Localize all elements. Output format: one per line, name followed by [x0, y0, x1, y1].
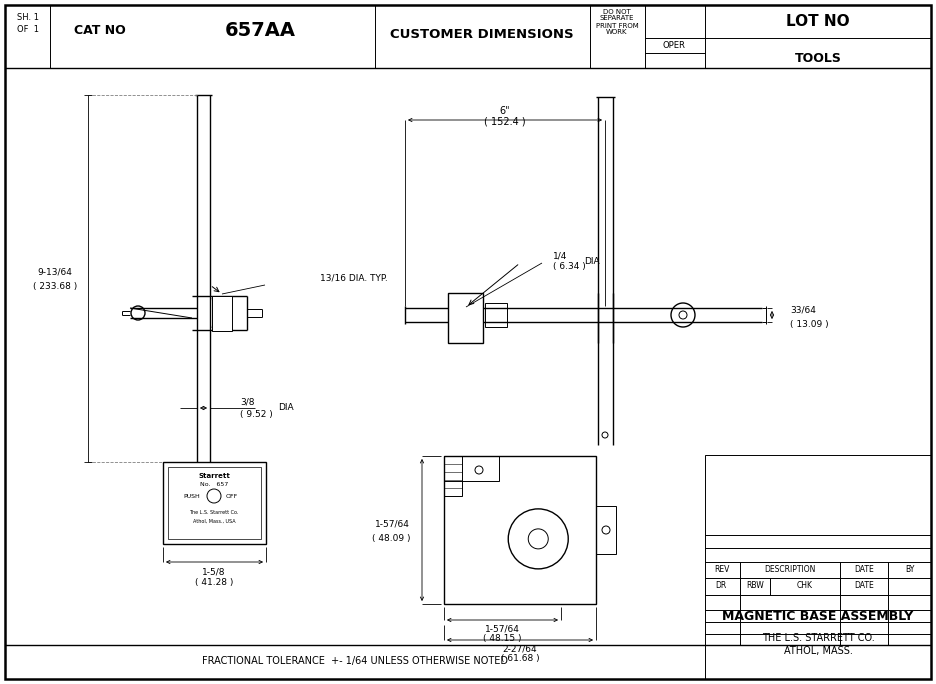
Text: 2-27/64: 2-27/64 [503, 644, 537, 653]
Text: Athol, Mass., USA: Athol, Mass., USA [193, 518, 235, 523]
Bar [485, 303, 507, 327]
Text: OPER: OPER [663, 40, 685, 49]
Bar [596, 506, 616, 554]
Bar [212, 296, 232, 331]
Bar [444, 456, 596, 604]
Text: 3/8: 3/8 [240, 397, 255, 406]
Text: PUSH: PUSH [183, 493, 200, 499]
Text: CUSTOMER DIMENSIONS: CUSTOMER DIMENSIONS [390, 29, 574, 42]
Text: ( 6.34 ): ( 6.34 ) [553, 261, 586, 270]
Text: 33/64: 33/64 [790, 306, 816, 315]
Text: 9-13/64: 9-13/64 [37, 267, 72, 276]
Bar [705, 455, 931, 645]
Text: DO NOT
SEPARATE
PRINT FROM
WORK: DO NOT SEPARATE PRINT FROM WORK [595, 8, 638, 36]
Text: ( 9.52 ): ( 9.52 ) [240, 410, 272, 419]
Text: 1-5/8: 1-5/8 [202, 568, 226, 577]
Text: DIA: DIA [278, 404, 294, 412]
Text: 13/16 DIA. TYP.: 13/16 DIA. TYP. [320, 274, 388, 282]
Text: ( 13.09 ): ( 13.09 ) [790, 319, 828, 328]
Bar [163, 462, 266, 544]
Text: 6": 6" [500, 106, 510, 116]
Text: DESCRIPTION: DESCRIPTION [765, 564, 815, 573]
Text: ( 48.15 ): ( 48.15 ) [483, 635, 521, 644]
Text: THE L.S. STARRETT CO.: THE L.S. STARRETT CO. [762, 633, 874, 643]
Text: ( 41.28 ): ( 41.28 ) [195, 577, 233, 586]
Bar [168, 467, 261, 539]
Text: 1/4: 1/4 [553, 252, 567, 261]
Text: OFF: OFF [226, 493, 238, 499]
Text: TOOLS: TOOLS [795, 53, 841, 66]
Bar [448, 293, 483, 343]
Text: DR: DR [715, 581, 726, 590]
Text: REV: REV [714, 564, 730, 573]
Text: BY: BY [905, 564, 914, 573]
Text: ( 61.68 ): ( 61.68 ) [501, 655, 539, 663]
Text: DATE: DATE [855, 581, 874, 590]
Text: ( 48.09 ): ( 48.09 ) [372, 534, 410, 542]
Text: RBW: RBW [746, 581, 764, 590]
Text: SH. 1: SH. 1 [17, 14, 39, 23]
Text: ATHOL, MASS.: ATHOL, MASS. [783, 646, 853, 656]
Text: 657AA: 657AA [225, 21, 296, 40]
Text: ( 233.68 ): ( 233.68 ) [33, 282, 77, 291]
Text: CHK: CHK [797, 581, 813, 590]
Text: LOT NO: LOT NO [786, 14, 850, 29]
Bar [444, 456, 499, 481]
Text: 1-57/64: 1-57/64 [375, 520, 410, 529]
Bar [444, 456, 462, 496]
Text: 1-57/64: 1-57/64 [485, 624, 519, 633]
Text: ( 152.4 ): ( 152.4 ) [484, 117, 526, 127]
Text: OF  1: OF 1 [17, 25, 39, 34]
Text: DIA: DIA [584, 256, 600, 265]
Text: FRACTIONAL TOLERANCE  +- 1/64 UNLESS OTHERWISE NOTED: FRACTIONAL TOLERANCE +- 1/64 UNLESS OTHE… [202, 656, 508, 666]
Text: No.   657: No. 657 [200, 482, 228, 488]
Text: MAGNETIC BASE ASSEMBLY: MAGNETIC BASE ASSEMBLY [723, 609, 914, 622]
Text: The L.S. Starrett Co.: The L.S. Starrett Co. [189, 510, 239, 516]
Text: DATE: DATE [855, 564, 874, 573]
Text: CAT NO: CAT NO [74, 23, 125, 36]
Text: Starrett: Starrett [198, 473, 230, 479]
